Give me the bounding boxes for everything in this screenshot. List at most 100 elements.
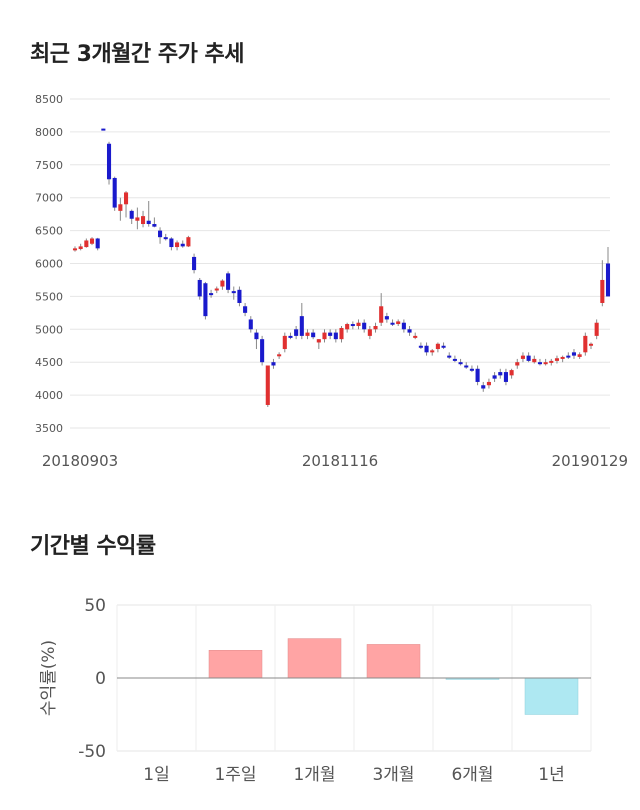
candle-body [112,177,117,208]
candle-body [469,368,474,371]
y-tick-label: 5000 [35,323,63,336]
bar [524,677,579,715]
candle-body [84,240,89,248]
candle-body [158,230,163,238]
candle-body [571,352,577,356]
candle-body [413,335,418,338]
x-tick-label: 1년 [538,765,564,785]
candle-body [379,306,384,323]
y-tick-label: 7000 [35,192,63,205]
x-tick-label: 3개월 [372,765,414,785]
candle-body [106,143,112,180]
candle-body [123,192,129,205]
candle-body [101,128,106,131]
candle-body [243,306,248,313]
candle-body [498,372,503,376]
x-tick-label: 6개월 [451,765,493,785]
candle-body [265,365,270,405]
candle-body [328,332,333,336]
candle-body [486,381,491,386]
candle-body [362,322,367,330]
x-tick-label: 20181116 [302,452,378,470]
candle-body [316,339,321,343]
candle-body [220,280,225,287]
candle-body [305,332,310,336]
candle-body [464,365,469,368]
candle-body [418,345,423,348]
bar [208,650,263,679]
candle-body [192,256,197,271]
candle-body [549,360,554,363]
candle-body [532,358,537,363]
candle-body [373,326,378,330]
candle-body [384,316,389,320]
y-tick-label: 5500 [35,290,63,303]
candle-body [520,355,525,359]
candle-body [526,355,531,361]
candle-body [197,279,202,297]
candle-body [89,238,95,244]
price-trend-title: 최근 3개월간 주가 추세 [30,42,244,67]
returns-title: 기간별 수익률 [30,534,156,559]
candle-body [345,324,350,330]
y-tick-label: 8500 [35,93,63,106]
candle-body [537,362,542,365]
candle-body [129,210,134,219]
candlestick-chart: 3500 4000 4500 5000 5500 6000 6500 7000 7500 8000… [35,93,628,470]
candle-body [135,217,140,221]
candle-body [356,322,361,327]
candle-body [209,293,214,296]
x-tick-label: 20190129 [552,452,628,470]
x-tick-label: 1주일 [214,765,256,785]
candle-body [509,370,514,376]
candle-body [424,345,429,353]
y-tick-label: 4500 [35,356,63,369]
candle-body [435,343,440,350]
candle-body [390,322,395,325]
candle-body [299,316,304,336]
candle-body [594,322,599,336]
candle-body [566,355,571,358]
candle-body [322,332,327,340]
candle-body [78,246,83,250]
candle-body [186,237,191,247]
candle-body [554,358,560,361]
candle-body [311,332,316,338]
bar [366,644,421,679]
candle-body [203,283,208,317]
candle-body [288,335,293,338]
candle-body [180,243,185,247]
x-tick-label: 20180903 [42,452,118,470]
x-tick-label: 1개월 [293,765,335,785]
candle-body [543,362,548,365]
candle-body [72,248,78,251]
candle-body [577,354,582,357]
candle-body [118,204,123,211]
candle-body [452,358,457,361]
candle-body [515,362,520,366]
candle-body [282,335,287,350]
candle-body [430,350,435,353]
candle-body [169,238,174,248]
candle-body [277,354,282,357]
candle-body [560,356,565,359]
y-tick-label: 7500 [35,159,63,172]
candle-body [605,263,611,297]
candle-body [441,345,446,348]
candle-body [458,362,463,365]
y-tick-label: -50 [78,742,106,762]
candle-body [503,372,508,382]
y-tick-label: 50 [84,596,106,616]
candle-body [447,355,452,358]
candle-body [146,220,151,225]
candle-body [583,335,588,353]
candle-body [214,288,219,291]
candle-body [237,289,242,303]
candle-body [407,329,412,333]
candle-body [367,329,372,336]
candle-body [396,321,401,325]
candle-body [141,216,146,225]
candle-body [339,327,344,340]
candle-body [231,291,236,294]
